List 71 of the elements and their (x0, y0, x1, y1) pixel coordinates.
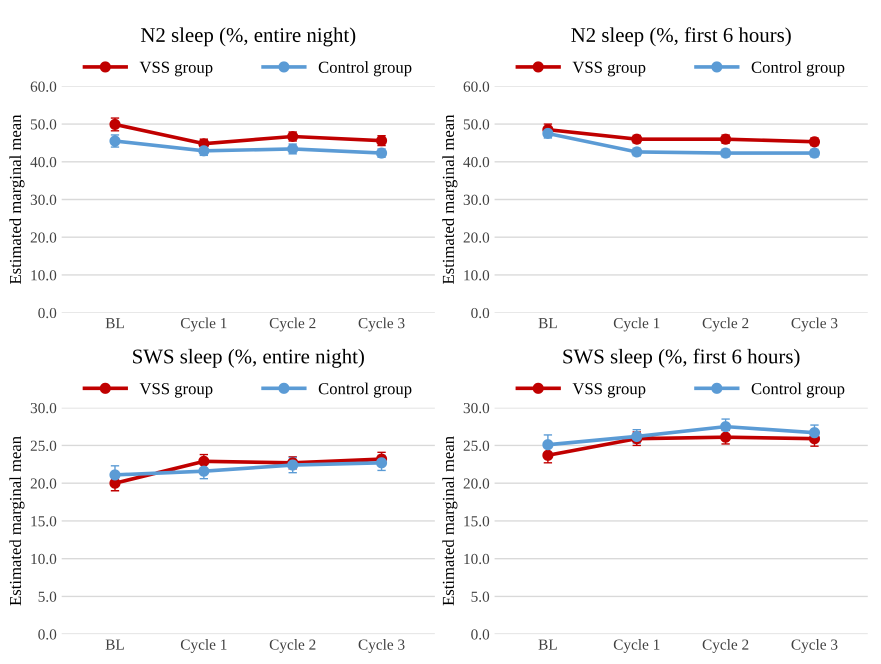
legend-label: VSS group (572, 62, 646, 76)
y-tick-label: 0.0 (471, 629, 490, 640)
point (720, 421, 732, 432)
x-tick-label: Cycle 1 (614, 318, 660, 332)
y-tick-label: 30.0 (30, 194, 56, 206)
x-tick-label: BL (106, 640, 124, 650)
y-tick-label: 40.0 (463, 156, 490, 168)
y-tick-label: 30.0 (464, 194, 490, 206)
y-tick-label: 25.0 (464, 440, 490, 451)
legend-label: Control group (752, 61, 844, 76)
y-tick-label: 50.0 (30, 119, 56, 130)
y-tick-label: 20.0 (464, 478, 490, 489)
y-tick-label: 20.0 (30, 232, 56, 243)
legend-label: Control group (752, 382, 844, 398)
point (198, 466, 210, 477)
y-tick-label: 50.0 (464, 119, 490, 130)
y-tick-label: 10.0 (31, 554, 56, 564)
chart-title: SWS sleep (%, first 6 hours) (563, 348, 800, 368)
y-tick-label: 10.0 (464, 270, 490, 280)
y-tick-label: 20.0 (464, 232, 490, 243)
y-axis-title: Estimated marginal mean (9, 114, 25, 284)
y-axis-title: Estimated marginal mean (9, 436, 25, 606)
y-tick-label: 0.0 (38, 629, 56, 640)
legend-label: VSS group (572, 383, 646, 398)
x-tick-label: Cycle 3 (358, 318, 405, 332)
point (198, 145, 210, 156)
y-tick-label: 25.0 (30, 440, 56, 451)
point (287, 460, 298, 471)
y-tick-label: 0.0 (471, 308, 490, 318)
x-tick-label: Cycle 2 (270, 318, 316, 332)
x-tick-label: Cycle 3 (792, 638, 838, 653)
y-tick-label: 40.0 (30, 156, 56, 168)
x-tick-label: Cycle 1 (614, 638, 660, 653)
y-tick-label: 20.0 (30, 478, 56, 489)
y-tick-label: 15.0 (464, 516, 490, 526)
point (808, 427, 820, 438)
y-tick-label: 10.0 (31, 270, 56, 280)
y-tick-label: 30.0 (30, 402, 56, 414)
y-axis-title: Estimated marginal mean (442, 436, 458, 606)
point (631, 146, 642, 158)
y-tick-label: 60.0 (30, 81, 56, 92)
legend-label: VSS group (140, 383, 212, 398)
y-tick-label: 0.0 (38, 308, 56, 318)
legend-label: VSS group (140, 62, 212, 76)
x-tick-label: BL (106, 318, 124, 328)
chart-title: N2 sleep (%, entire night) (140, 27, 356, 46)
y-axis-title: Estimated marginal mean (442, 114, 458, 284)
y-tick-label: 30.0 (464, 402, 490, 414)
x-tick-label: Cycle 3 (792, 318, 838, 332)
legend-label: Control group (318, 382, 412, 398)
point (376, 457, 388, 468)
y-tick-label: 5.0 (472, 592, 490, 602)
y-tick-label: 15.0 (31, 516, 56, 526)
x-tick-label: BL (538, 640, 557, 650)
point (109, 469, 121, 480)
x-tick-label: Cycle 2 (702, 638, 748, 653)
y-tick-label: 5.0 (38, 592, 56, 602)
x-tick-label: Cycle 1 (180, 638, 226, 653)
point (542, 439, 554, 450)
chart-title: SWS sleep (%, entire night) (133, 348, 364, 368)
x-tick-label: Cycle 1 (180, 318, 226, 332)
y-tick-label: 10.0 (464, 554, 490, 564)
y-tick-label: 60.0 (464, 81, 490, 92)
x-tick-label: Cycle 3 (358, 638, 405, 653)
x-tick-label: Cycle 2 (702, 318, 748, 332)
x-tick-label: Cycle 2 (270, 638, 316, 653)
x-tick-label: BL (538, 318, 557, 328)
chart-title: N2 sleep (%, first 6 hours) (571, 27, 791, 46)
point (542, 128, 554, 140)
legend-label: Control group (318, 61, 412, 76)
point (542, 450, 554, 461)
